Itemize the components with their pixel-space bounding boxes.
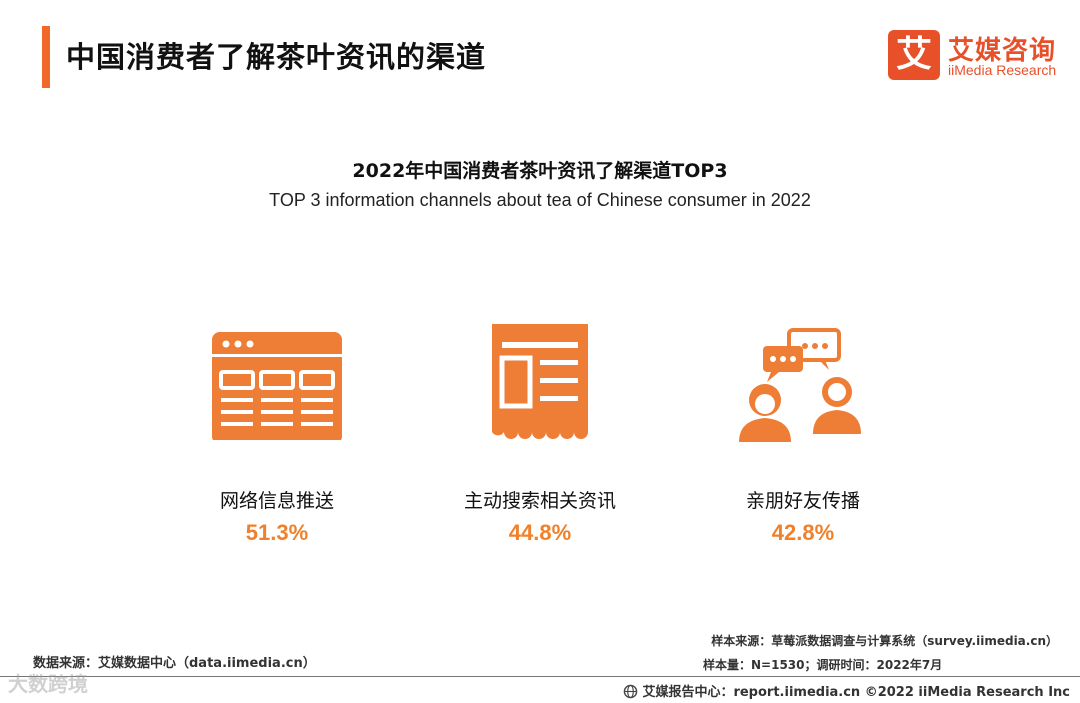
news-document-icon: [492, 324, 588, 439]
channel-value: 44.8%: [508, 520, 572, 545]
logo-mark: 艾: [888, 30, 940, 80]
channel-label: 亲朋好友传播: [745, 490, 860, 512]
channel-value: 42.8%: [771, 520, 835, 545]
sample-size: 样本量：N=1530；调研时间：2022年7月: [703, 658, 943, 672]
channel-item-3: 亲朋好友传播 42.8%: [683, 320, 923, 545]
report-center-text: 艾媒报告中心：report.iimedia.cn ©2022 iiMedia R…: [642, 685, 1070, 700]
title-accent-bar: [42, 26, 50, 88]
channel-label: 网络信息推送: [219, 490, 334, 512]
channel-item-2: 主动搜索相关资讯 44.8%: [420, 320, 660, 545]
data-source: 数据来源：艾媒数据中心（data.iimedia.cn）: [33, 656, 316, 671]
channel-label: 主动搜索相关资讯: [463, 490, 616, 512]
chart-subtitle: TOP 3 information channels about tea of …: [269, 190, 811, 210]
browser-window-icon: [212, 332, 342, 440]
watermark: 大数跨境: [8, 672, 88, 696]
people-chat-icon: [739, 328, 861, 442]
chart-title: 2022年中国消费者茶叶资讯了解渠道TOP3: [352, 160, 728, 182]
iimedia-logo: 艾 艾媒咨询 iiMedia Research: [888, 30, 1063, 84]
logo-english-name: iiMedia Research: [948, 62, 1057, 78]
page-title: 中国消费者了解茶叶资讯的渠道: [66, 40, 487, 74]
logo-chinese-name: 艾媒咨询: [948, 36, 1057, 66]
globe-icon: [623, 684, 638, 703]
footer-divider: [0, 676, 1080, 677]
report-center-footer: 艾媒报告中心：report.iimedia.cn ©2022 iiMedia R…: [623, 681, 1070, 703]
sample-source: 样本来源：草莓派数据调查与计算系统（survey.iimedia.cn）: [711, 634, 1058, 648]
channel-value: 51.3%: [245, 520, 309, 545]
channel-item-1: 网络信息推送 51.3%: [157, 320, 397, 545]
